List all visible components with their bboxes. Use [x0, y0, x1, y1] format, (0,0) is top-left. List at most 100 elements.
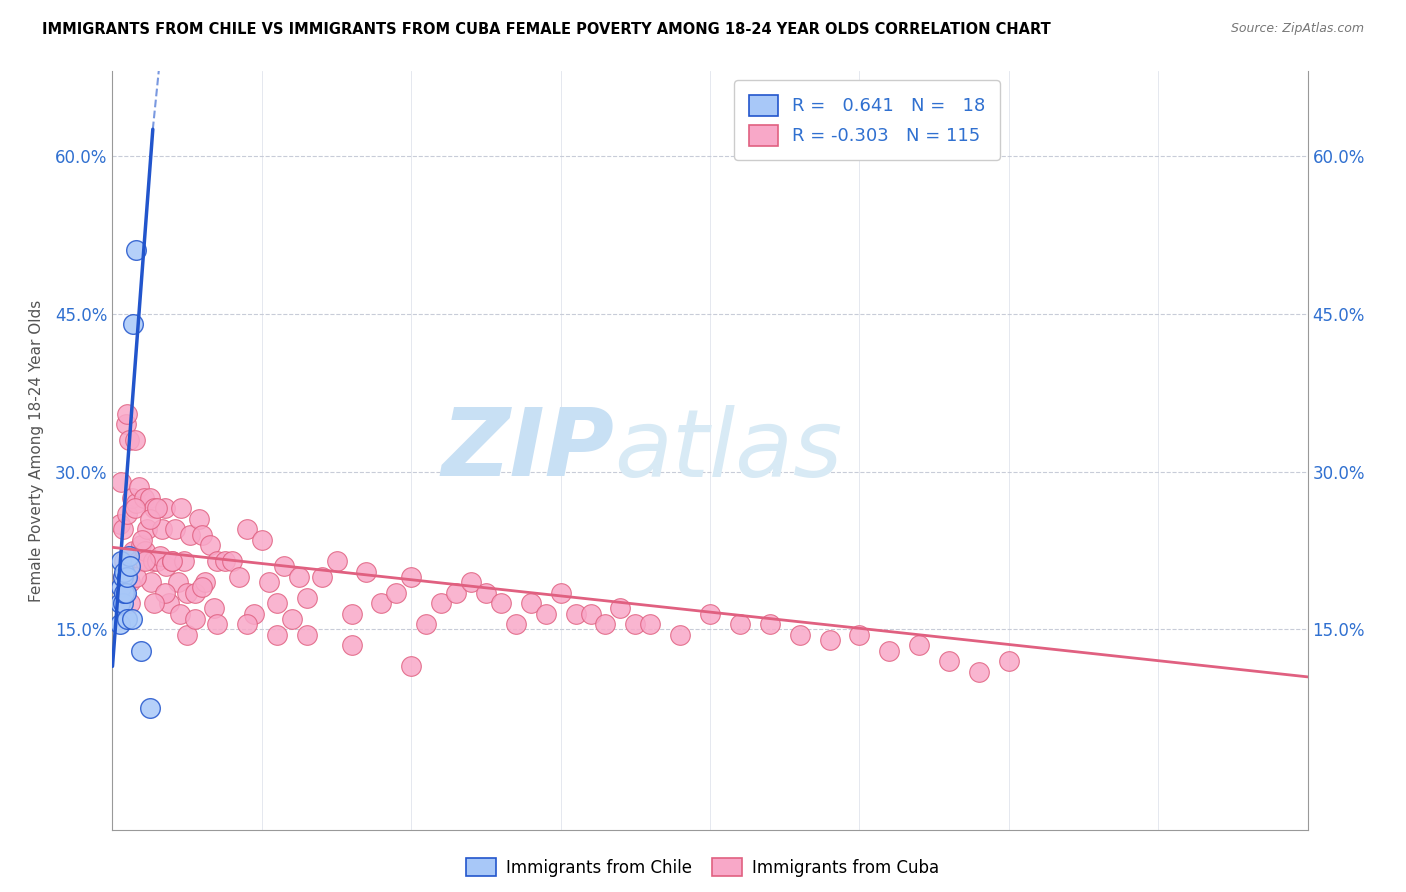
Point [385, 585, 408, 599]
Point [155, 559, 177, 574]
Point [728, 617, 751, 632]
Point [475, 585, 498, 599]
Point [165, 523, 187, 537]
Point [340, 638, 363, 652]
Point [228, 570, 250, 584]
Point [120, 575, 142, 590]
Point [121, 491, 143, 505]
Point [125, 244, 148, 258]
Point [114, 554, 135, 568]
Point [143, 596, 166, 610]
Point [114, 565, 135, 579]
Point [122, 317, 145, 331]
Point [401, 659, 423, 673]
Text: ZIP: ZIP [441, 404, 614, 497]
Point [169, 607, 191, 621]
Point [111, 596, 134, 610]
Point [669, 628, 692, 642]
Point [789, 628, 811, 642]
Point [122, 543, 145, 558]
Point [998, 654, 1021, 668]
Point [134, 554, 156, 568]
Point [205, 617, 228, 632]
Point [108, 596, 131, 610]
Point [564, 607, 586, 621]
Point [125, 496, 148, 510]
Point [131, 533, 153, 547]
Point [460, 575, 482, 590]
Point [139, 512, 162, 526]
Point [108, 517, 131, 532]
Point [288, 570, 311, 584]
Point [115, 570, 138, 584]
Point [579, 607, 602, 621]
Legend: Immigrants from Chile, Immigrants from Cuba: Immigrants from Chile, Immigrants from C… [460, 852, 946, 883]
Point [325, 554, 347, 568]
Point [117, 612, 139, 626]
Text: Source: ZipAtlas.com: Source: ZipAtlas.com [1230, 22, 1364, 36]
Point [236, 523, 259, 537]
Point [176, 628, 198, 642]
Point [967, 665, 990, 679]
Y-axis label: Female Poverty Among 18-24 Year Olds: Female Poverty Among 18-24 Year Olds [30, 300, 44, 601]
Point [311, 570, 333, 584]
Point [157, 596, 180, 610]
Point [139, 701, 162, 715]
Point [183, 585, 205, 599]
Point [129, 643, 152, 657]
Point [489, 596, 512, 610]
Point [259, 575, 281, 590]
Point [110, 554, 132, 568]
Point [640, 617, 662, 632]
Point [150, 523, 173, 537]
Point [759, 617, 782, 632]
Point [111, 570, 134, 584]
Point [121, 612, 143, 626]
Point [115, 585, 138, 599]
Point [111, 570, 134, 584]
Point [139, 491, 162, 505]
Point [194, 575, 217, 590]
Point [266, 596, 288, 610]
Point [118, 433, 141, 447]
Point [401, 570, 423, 584]
Point [205, 554, 228, 568]
Point [243, 607, 266, 621]
Point [505, 617, 527, 632]
Point [131, 554, 153, 568]
Point [176, 585, 198, 599]
Point [295, 591, 318, 605]
Point [202, 601, 225, 615]
Point [221, 554, 243, 568]
Point [114, 585, 135, 599]
Point [110, 580, 132, 594]
Point [356, 565, 378, 579]
Point [214, 554, 236, 568]
Point [295, 628, 318, 642]
Point [134, 543, 156, 558]
Point [879, 643, 901, 657]
Point [170, 501, 193, 516]
Point [135, 523, 157, 537]
Point [132, 491, 155, 505]
Point [120, 596, 142, 610]
Point [534, 607, 557, 621]
Point [162, 554, 183, 568]
Point [110, 475, 132, 489]
Point [120, 559, 142, 574]
Point [143, 501, 166, 516]
Point [191, 527, 214, 541]
Legend: R =   0.641   N =   18, R = -0.303   N = 115: R = 0.641 N = 18, R = -0.303 N = 115 [734, 80, 1000, 160]
Point [430, 596, 453, 610]
Point [149, 549, 172, 563]
Point [117, 507, 139, 521]
Point [848, 628, 870, 642]
Point [115, 417, 138, 431]
Point [595, 617, 617, 632]
Point [273, 559, 295, 574]
Point [128, 480, 150, 494]
Point [124, 433, 146, 447]
Point [108, 617, 131, 632]
Point [938, 654, 960, 668]
Point [818, 633, 841, 648]
